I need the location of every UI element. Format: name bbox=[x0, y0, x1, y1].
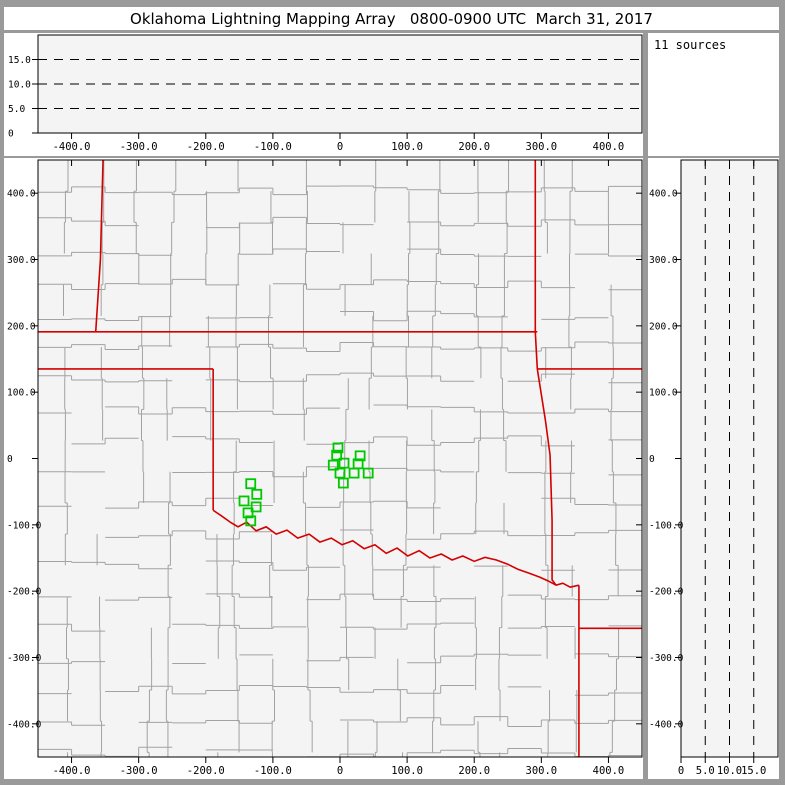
tick-label: 0 bbox=[678, 765, 684, 777]
station-marker bbox=[334, 467, 346, 479]
station-marker bbox=[332, 442, 344, 454]
state-border-colorado-kansas bbox=[94, 160, 104, 332]
tick-label: 300.0 bbox=[526, 765, 558, 777]
plot-area[interactable] bbox=[681, 160, 778, 757]
tick-label: -400.0 bbox=[53, 765, 91, 777]
tick-label: 100.0 bbox=[391, 141, 423, 153]
plan-view-map-panel[interactable]: -400.0 -300.0 -200.0 -100.0 0 100.0 200.0 300.0… bbox=[4, 158, 643, 779]
station-marker bbox=[242, 507, 254, 519]
tick-label: 5.0 bbox=[8, 104, 25, 115]
station-marker bbox=[354, 450, 366, 462]
state-border-oklahoma-arkansas bbox=[536, 368, 557, 586]
tick-label: 300.0 bbox=[7, 255, 36, 266]
tick-label: 400.0 bbox=[593, 765, 625, 777]
state-border-red-river bbox=[212, 509, 580, 589]
tick-label: 0 bbox=[8, 129, 14, 140]
tick-label: 0 bbox=[337, 141, 343, 153]
tick-label: -200.0 bbox=[187, 141, 225, 153]
tick-label: 200.0 bbox=[649, 321, 678, 332]
tick-label: 400.0 bbox=[649, 189, 678, 200]
station-marker bbox=[338, 457, 350, 469]
tick-label: -300.0 bbox=[649, 653, 684, 664]
tick-label: 100.0 bbox=[649, 388, 678, 399]
tick-label: 100.0 bbox=[391, 765, 423, 777]
station-marker bbox=[245, 515, 257, 527]
station-marker bbox=[245, 478, 257, 490]
tick-label: -400.0 bbox=[7, 719, 42, 730]
station-marker bbox=[331, 449, 343, 461]
tick-label: -400.0 bbox=[649, 719, 684, 730]
ns-altitude-plot[interactable]: 0 5.0 10.015.0 400.0 300.0 200.0 100.0 0 -100.0 -… bbox=[648, 158, 779, 779]
tick-label: -100.0 bbox=[254, 141, 292, 153]
state-borders bbox=[38, 160, 642, 757]
station-marker bbox=[337, 477, 349, 489]
tick-label: -100.0 bbox=[7, 520, 42, 531]
station-markers bbox=[238, 442, 374, 527]
tick-label: 200.0 bbox=[458, 141, 490, 153]
ew-altitude-plot[interactable]: 0 5.0 10.0 15.0 -400.0 -300.0 -200.0 -100.0 0 100… bbox=[4, 33, 643, 156]
tick-label: 15.0 bbox=[8, 55, 31, 66]
tick-label: 400.0 bbox=[593, 141, 625, 153]
tick-label: 5.0 bbox=[696, 765, 715, 777]
tick-label: 10.0 bbox=[8, 80, 31, 91]
tick-label: -400.0 bbox=[53, 141, 91, 153]
tick-label: 10.0 bbox=[717, 765, 742, 777]
sources-count-box: 11 sources bbox=[648, 33, 779, 156]
tick-label: -300.0 bbox=[7, 653, 42, 664]
station-marker bbox=[251, 488, 263, 500]
station-marker bbox=[327, 459, 339, 471]
county-lines bbox=[38, 160, 642, 757]
tick-label: 0 bbox=[337, 765, 343, 777]
station-marker bbox=[238, 495, 250, 507]
station-marker bbox=[362, 467, 374, 479]
tick-label: -200.0 bbox=[187, 765, 225, 777]
tick-label: 0 bbox=[7, 454, 13, 465]
state-border-oklahoma-missouri bbox=[534, 331, 539, 369]
tick-label: -200.0 bbox=[7, 587, 42, 598]
tick-label: 300.0 bbox=[649, 255, 678, 266]
ew-altitude-panel[interactable]: 0 5.0 10.0 15.0 -400.0 -300.0 -200.0 -100.0 0 100… bbox=[4, 33, 643, 156]
tick-label: -100.0 bbox=[254, 765, 292, 777]
tick-label: -100.0 bbox=[649, 520, 684, 531]
sources-count-label: 11 sources bbox=[654, 38, 727, 52]
tick-label: 300.0 bbox=[526, 141, 558, 153]
tick-label: -300.0 bbox=[120, 765, 158, 777]
tick-label: -300.0 bbox=[120, 141, 158, 153]
tick-label: 100.0 bbox=[7, 388, 36, 399]
plan-view-map-plot[interactable]: -400.0 -300.0 -200.0 -100.0 0 100.0 200.0 300.0… bbox=[4, 158, 643, 779]
tick-label: 200.0 bbox=[458, 765, 490, 777]
tick-label: 15.0 bbox=[741, 765, 766, 777]
page-title: Oklahoma Lightning Mapping Array 0800-09… bbox=[4, 7, 779, 30]
ns-altitude-panel[interactable]: 0 5.0 10.0 15.0 400.0 300.0 200.0 100.0 0 -100.0 -… bbox=[648, 158, 779, 779]
tick-label: 400.0 bbox=[7, 189, 36, 200]
tick-label: -200.0 bbox=[649, 587, 684, 598]
tick-label: 0 bbox=[649, 454, 655, 465]
map-layers bbox=[38, 160, 642, 757]
station-marker bbox=[250, 501, 262, 513]
tick-label: 200.0 bbox=[7, 321, 36, 332]
station-marker bbox=[348, 467, 360, 479]
